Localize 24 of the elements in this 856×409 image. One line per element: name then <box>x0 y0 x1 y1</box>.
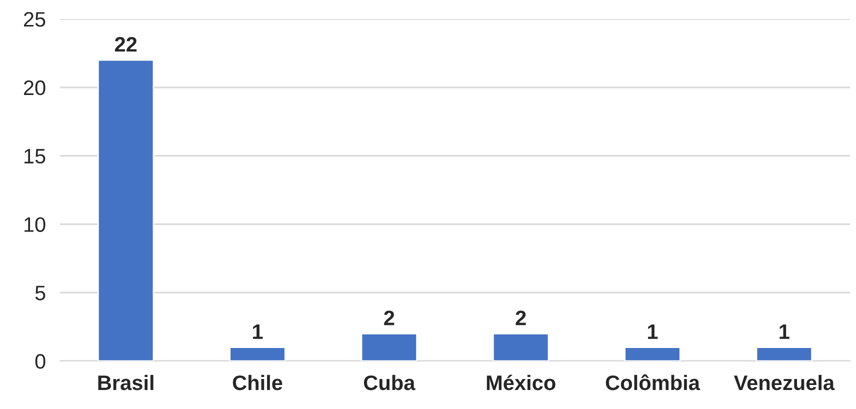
bar <box>360 332 418 361</box>
data-label: 1 <box>253 324 263 339</box>
data-label: 1 <box>780 324 790 339</box>
x-tick-label: Brasil <box>98 374 154 390</box>
x-tick-label: Venezuela <box>734 374 835 390</box>
y-tick-label: 20 <box>24 80 46 96</box>
x-tick-label: México <box>486 374 556 390</box>
y-tick-label: 15 <box>24 149 46 164</box>
bar <box>97 59 154 361</box>
y-tick-label: 5 <box>35 286 46 300</box>
bar <box>624 346 681 361</box>
bar <box>492 332 550 361</box>
data-label: 1 <box>648 324 658 339</box>
y-tick-label: 10 <box>24 217 46 232</box>
data-label: 2 <box>516 310 526 326</box>
x-tick-label: Colômbia <box>606 374 700 390</box>
y-tick-label: 0 <box>35 354 46 369</box>
y-tick-label: 25 <box>24 12 46 27</box>
bar <box>229 346 286 361</box>
data-label: 22 <box>114 37 137 52</box>
bar <box>756 346 813 361</box>
data-label: 2 <box>384 310 394 326</box>
x-tick-label: Chile <box>232 374 282 390</box>
x-tick-label: Cuba <box>364 374 416 390</box>
